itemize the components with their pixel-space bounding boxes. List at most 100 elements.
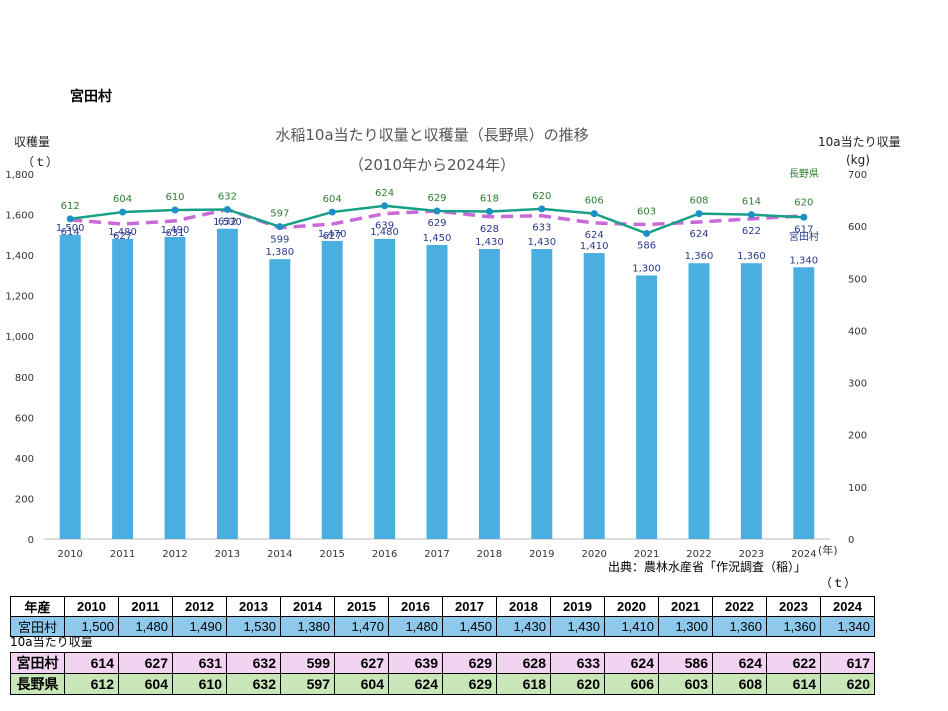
village-yield-label: 599 — [270, 235, 289, 246]
village-yield-point — [328, 208, 336, 216]
pref-yield-label: 620 — [532, 191, 551, 202]
table-year-cell: 2010 — [64, 596, 119, 617]
left-tick-label: 600 — [15, 413, 34, 424]
table-year-cell: 2022 — [712, 596, 767, 617]
harvest-bar — [583, 253, 605, 540]
table-year-cell: 2017 — [442, 596, 497, 617]
right-tick-label: 700 — [848, 170, 867, 181]
table-unit: （ｔ） — [820, 576, 857, 590]
village-yield-point — [119, 208, 127, 216]
pref-yield-cell: 608 — [712, 673, 767, 695]
harvest-value-cell: 1,480 — [388, 616, 443, 637]
left-tick-label: 400 — [15, 454, 34, 465]
x-tick-label: 2012 — [162, 549, 187, 560]
village-yield-label: 617 — [794, 224, 813, 235]
pref-yield-label: 632 — [218, 191, 237, 202]
pref-yield-cell: 632 — [226, 673, 281, 695]
village-yield-cell: 632 — [226, 652, 281, 674]
harvest-bar-label: 1,480 — [108, 227, 137, 238]
pref-yield-cell: 612 — [64, 673, 119, 695]
village-yield-point — [223, 205, 231, 213]
x-tick-label: 2017 — [424, 549, 449, 560]
harvest-value-cell: 1,470 — [334, 616, 389, 637]
x-tick-label: 2023 — [739, 549, 764, 560]
pref-legend-label: 長野県 — [789, 168, 819, 180]
village-yield-cell: 639 — [388, 652, 443, 674]
pref-yield-cell: 618 — [496, 673, 551, 695]
harvest-value-cell: 1,430 — [550, 616, 605, 637]
pref-yield-cell: 620 — [550, 673, 605, 695]
village-yield-cell: 624 — [604, 652, 659, 674]
harvest-bar-label: 1,500 — [56, 223, 85, 234]
pref-yield-label: 620 — [794, 198, 813, 209]
village-yield-point — [66, 215, 74, 223]
village-yield-point — [381, 202, 389, 210]
harvest-table: 年産 2010 2011 2012 2013 2014 2015 2016 2017 2018 2… — [10, 596, 875, 637]
right-axis-title: 10a当たり収量 — [818, 135, 901, 149]
right-tick-label: 0 — [848, 535, 854, 546]
harvest-value-cell: 1,480 — [118, 616, 173, 637]
pref-yield-label: 604 — [323, 194, 342, 205]
chart-title: 水稲10a当たり収量と収穫量（長野県）の推移 — [275, 126, 589, 144]
harvest-bar-label: 1,360 — [737, 251, 766, 262]
pref-yield-cell: 614 — [766, 673, 821, 695]
harvest-bar-label: 1,470 — [318, 229, 347, 240]
pref-yield-label: 629 — [427, 193, 446, 204]
harvest-bar-label: 1,530 — [213, 217, 242, 228]
right-axis-unit: (kg) — [846, 153, 870, 167]
x-tick-label: 2015 — [319, 549, 344, 560]
x-axis-unit: (年) — [818, 543, 838, 557]
x-tick-label: 2018 — [477, 549, 502, 560]
village-yield-label: 633 — [532, 223, 551, 234]
village-yield-cell: 624 — [712, 652, 767, 674]
harvest-value-cell: 1,500 — [64, 616, 119, 637]
harvest-bar-label: 1,450 — [423, 233, 452, 244]
harvest-bar — [740, 263, 762, 539]
harvest-value-cell: 1,490 — [172, 616, 227, 637]
yield-table-village-row: 宮田村 614 627 631 632 599 627 639 629 628 633 624 586… — [10, 652, 875, 674]
left-tick-label: 0 — [28, 535, 34, 546]
harvest-value-cell: 1,340 — [820, 616, 875, 637]
harvest-table-header-row: 年産 2010 2011 2012 2013 2014 2015 2016 2017 2018 2… — [10, 596, 875, 617]
harvest-value-cell: 1,300 — [658, 616, 713, 637]
village-yield-label: 627 — [323, 231, 342, 242]
x-tick-label: 2010 — [57, 549, 82, 560]
pref-yield-label: 606 — [585, 196, 604, 207]
pref-yield-cell: 606 — [604, 673, 659, 695]
village-yield-label: 628 — [480, 224, 499, 235]
left-tick-label: 1,000 — [5, 332, 34, 343]
pref-yield-cell: 610 — [172, 673, 227, 695]
harvest-bar-label: 1,430 — [527, 237, 556, 248]
harvest-value-cell: 1,530 — [226, 616, 281, 637]
table-year-cell: 2014 — [280, 596, 335, 617]
pref-yield-cell: 620 — [820, 673, 875, 695]
village-yield-point — [747, 211, 755, 219]
village-yield-point — [485, 208, 493, 216]
harvest-bar — [478, 249, 500, 539]
right-tick-label: 200 — [848, 431, 867, 442]
village-yield-point — [171, 206, 179, 214]
harvest-bar — [269, 259, 291, 539]
village-yield-point — [590, 210, 598, 218]
harvest-bar — [321, 240, 343, 539]
village-yield-label: 629 — [427, 218, 446, 229]
village-yield-cell: 614 — [64, 652, 119, 674]
x-tick-label: 2021 — [634, 549, 659, 560]
right-tick-label: 100 — [848, 483, 867, 494]
right-tick-label: 300 — [848, 379, 867, 390]
left-tick-label: 1,600 — [5, 211, 34, 222]
table-year-cell: 2016 — [388, 596, 443, 617]
harvest-bar-label: 1,300 — [632, 263, 661, 274]
x-tick-label: 2011 — [110, 549, 135, 560]
pref-row-label: 長野県 — [10, 673, 65, 695]
left-tick-label: 1,200 — [5, 292, 34, 303]
harvest-bar — [112, 238, 134, 539]
chart-canvas: 0 200 400 600 800 1,000 1,200 1,400 1,600 1,800 0 1… — [5, 168, 867, 560]
harvest-value-cell: 1,380 — [280, 616, 335, 637]
yield-table-heading: 10a当たり収量 — [10, 635, 93, 649]
table-year-cell: 2018 — [496, 596, 551, 617]
table-year-cell: 2021 — [658, 596, 713, 617]
table-year-cell: 2012 — [172, 596, 227, 617]
table-year-cell: 2019 — [550, 596, 605, 617]
village-yield-point — [433, 207, 441, 215]
